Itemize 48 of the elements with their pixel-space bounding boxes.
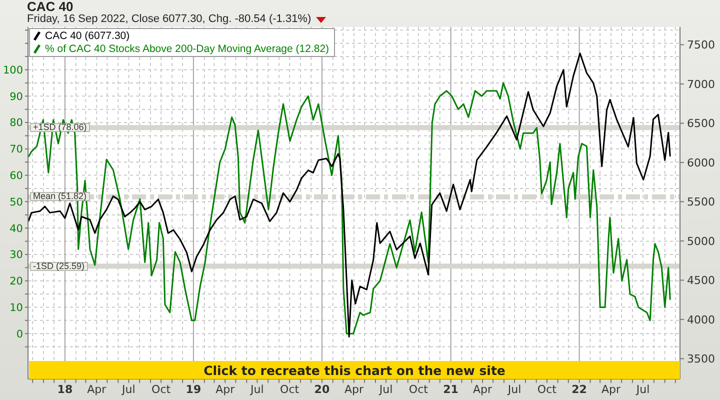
legend-label: CAC 40 (6077.30) xyxy=(45,30,130,42)
ref-line-label: Mean (51.82) xyxy=(30,191,90,202)
y2-tick-label: 6500 xyxy=(687,117,715,130)
x-tick-label: 21 xyxy=(443,382,458,396)
y2-tick-label: 7500 xyxy=(687,38,715,52)
y-tick-label: 50 xyxy=(10,196,23,208)
x-tick-label: Jul xyxy=(121,382,136,396)
y-tick-label: 60 xyxy=(10,170,23,182)
x-tick-label: 18 xyxy=(57,382,73,396)
y-tick-label: 10 xyxy=(10,302,23,314)
x-tick-label: Jul xyxy=(250,382,264,396)
y-tick-label: 40 xyxy=(10,222,23,235)
x-tick-label: 22 xyxy=(572,382,587,396)
ref-line-label: -1SD (25.59) xyxy=(30,260,88,271)
y2-tick-label: 6000 xyxy=(687,156,715,170)
legend-label: % of CAC 40 Stocks Above 200-Day Moving Average (12.82) xyxy=(45,42,330,55)
x-tick-label: Oct xyxy=(408,382,429,396)
x-tick-label: Jul xyxy=(506,382,522,396)
y-tick-label: 100 xyxy=(2,64,23,76)
annotation: Click to recreate this chart on the new site xyxy=(204,362,506,378)
x-tick-label: Oct xyxy=(537,382,558,396)
y2-tick-label: 3500 xyxy=(687,352,715,366)
y-tick-label: 90 xyxy=(10,90,23,103)
x-tick-label: Jul xyxy=(378,382,393,396)
y-tick-label: 80 xyxy=(10,117,23,130)
y-tick-label: 20 xyxy=(10,276,23,288)
x-tick-label: Jul xyxy=(635,382,650,396)
x-tick-label: Apr xyxy=(344,382,364,396)
x-tick-label: Apr xyxy=(472,382,492,396)
chart-title: CAC 40 xyxy=(27,0,74,14)
x-tick-label: Oct xyxy=(280,382,300,396)
x-tick-label: Apr xyxy=(87,382,107,396)
x-tick-label: Apr xyxy=(601,382,621,396)
y2-tick-label: 4500 xyxy=(687,274,715,288)
y2-tick-label: 7000 xyxy=(687,78,715,91)
y2-tick-label: 5000 xyxy=(687,234,715,248)
y2-tick-label: 5500 xyxy=(687,196,715,209)
y2-tick-label: 4000 xyxy=(687,313,715,326)
ref-line-label: +1SD (78.06) xyxy=(30,122,90,132)
y-tick-label: 30 xyxy=(10,249,23,262)
x-tick-label: Apr xyxy=(216,382,236,396)
chart-subtitle: Friday, 16 Sep 2022, Close 6077.30, Chg. -80.54 (-1.31%) xyxy=(27,13,312,26)
banner: Click to recreate this chart on the new site xyxy=(29,361,680,379)
y-tick-label: 70 xyxy=(10,144,23,156)
x-tick-label: Oct xyxy=(152,382,172,396)
x-tick-label: 20 xyxy=(314,382,330,396)
y-tick-label: 0 xyxy=(16,328,23,340)
x-tick-label: 19 xyxy=(186,382,202,396)
